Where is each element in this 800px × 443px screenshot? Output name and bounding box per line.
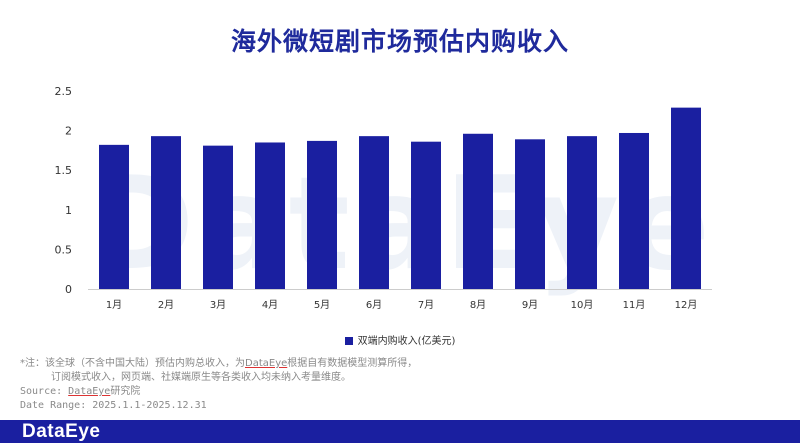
bar bbox=[567, 136, 597, 289]
legend-swatch bbox=[344, 337, 353, 345]
bar bbox=[307, 140, 337, 289]
bar bbox=[99, 144, 129, 289]
legend: 双端内购收入(亿美元) bbox=[0, 332, 800, 347]
note-line-1: *注：该全球（不含中国大陆）预估内购总收入，为DataEye根据自有数据模型测算… bbox=[20, 357, 680, 371]
y-tick-label: 2 bbox=[65, 125, 72, 138]
x-tick-label: 9月 bbox=[522, 299, 538, 311]
legend-label: 双端内购收入(亿美元) bbox=[357, 336, 456, 347]
watermark: DataEye bbox=[88, 150, 714, 299]
x-tick-label: 2月 bbox=[158, 299, 174, 311]
x-tick-label: 4月 bbox=[262, 299, 278, 311]
y-tick-label: 2.5 bbox=[55, 85, 73, 98]
bar bbox=[515, 139, 545, 289]
y-tick-label: 0.5 bbox=[55, 243, 73, 256]
note-text-tail: 根据自有数据模型测算所得， bbox=[287, 358, 418, 369]
bar bbox=[203, 145, 233, 289]
footer-logo: DataEye bbox=[22, 421, 101, 442]
notes: *注：该全球（不含中国大陆）预估内购总收入，为DataEye根据自有数据模型测算… bbox=[20, 357, 680, 413]
y-tick-label: 1.5 bbox=[55, 164, 73, 177]
bar bbox=[255, 142, 285, 289]
source-brand: DataEye bbox=[68, 386, 111, 397]
bar bbox=[619, 132, 649, 289]
date-range: Date Range: 2025.1.1-2025.12.31 bbox=[20, 400, 207, 411]
y-tick-label: 1 bbox=[65, 204, 72, 217]
x-tick-label: 1月 bbox=[106, 299, 122, 311]
bar bbox=[359, 136, 389, 289]
bar bbox=[151, 136, 181, 289]
source-org: 研究院 bbox=[110, 386, 141, 397]
x-tick-label: 3月 bbox=[210, 299, 226, 311]
x-tick-label: 12月 bbox=[675, 299, 698, 311]
y-tick-label: 0 bbox=[65, 283, 72, 296]
x-tick-label: 7月 bbox=[418, 299, 434, 311]
note-line-2: 订阅模式收入，网页端、社媒端原生等各类收入均未纳入考量维度。 bbox=[51, 372, 351, 383]
note-text: *注：该全球（不含中国大陆）预估内购总收入，为 bbox=[20, 358, 245, 369]
x-tick-label: 11月 bbox=[623, 299, 646, 311]
bar bbox=[463, 133, 493, 289]
source-label: Source: bbox=[20, 386, 69, 397]
source-line: Source: DataEye研究院 bbox=[20, 385, 680, 399]
bar-chart: 0 0.5 1 1.5 2 2.5 1月 2月 3月 4月 5月 6月 7月 8月 9月 10月 11月 12月 bbox=[55, 85, 712, 311]
x-tick-label: 6月 bbox=[366, 299, 382, 311]
note-brand: DataEye bbox=[245, 358, 288, 369]
x-tick-label: 5月 bbox=[314, 299, 330, 311]
bar bbox=[411, 141, 441, 289]
x-tick-label: 10月 bbox=[571, 299, 594, 311]
bar bbox=[671, 107, 701, 289]
chart-title: 海外微短剧市场预估内购收入 bbox=[230, 27, 569, 56]
x-tick-label: 8月 bbox=[470, 299, 486, 311]
footer-bar: DataEye bbox=[0, 420, 800, 443]
